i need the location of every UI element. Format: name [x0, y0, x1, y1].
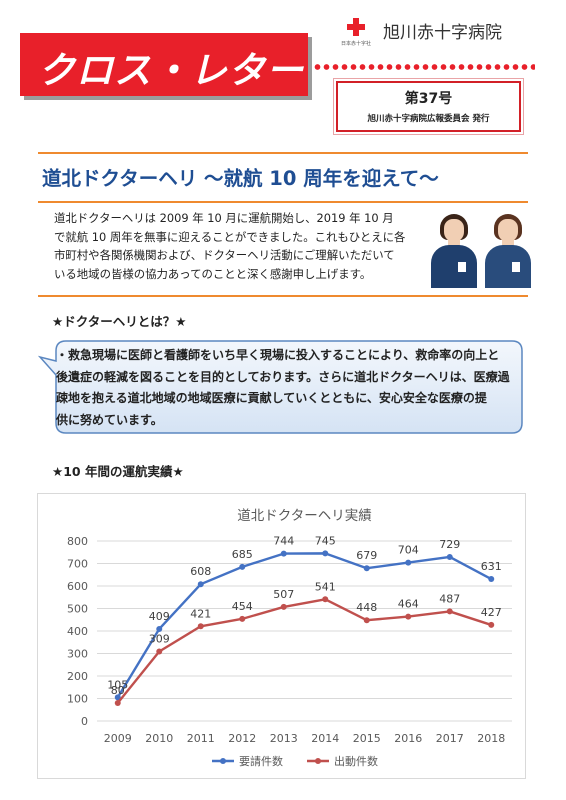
data-label: 745: [315, 534, 336, 547]
section-title-results: ★10 年間の運航実績★: [52, 464, 184, 479]
legend-label: 出動件数: [334, 754, 378, 768]
data-point: [280, 603, 287, 610]
data-label: 685: [232, 548, 253, 561]
intro-line: 市町村や各関係機関および、ドクターヘリ活動にご理解いただいて: [54, 248, 395, 262]
x-tick-label: 2017: [436, 732, 464, 745]
data-point: [280, 550, 287, 557]
headline-rule-top: [38, 152, 528, 154]
legend-marker: [315, 758, 321, 764]
series-line: [116, 598, 492, 704]
speech-bubble: [38, 340, 523, 434]
data-point: [239, 615, 246, 622]
data-point: [363, 617, 370, 624]
data-label: 541: [315, 580, 336, 593]
data-point: [405, 559, 412, 566]
y-tick-label: 800: [67, 535, 88, 548]
y-tick-label: 400: [67, 625, 88, 638]
data-label: 454: [232, 600, 253, 613]
chart-title: 道北ドクターヘリ実績: [237, 508, 371, 524]
legend-marker: [220, 758, 226, 764]
red-cross-logo-icon: 日本赤十字社: [336, 18, 376, 52]
data-point: [322, 596, 329, 603]
data-label: 448: [356, 601, 377, 614]
data-point: [488, 621, 495, 628]
section1-line: 供に努めています。: [56, 412, 163, 427]
y-tick-label: 700: [67, 558, 88, 571]
data-label: 608: [190, 565, 211, 578]
intro-rule: [38, 295, 528, 297]
legend-label: 要請件数: [239, 754, 283, 768]
y-tick-label: 0: [81, 715, 88, 728]
dotted-divider: [313, 63, 535, 71]
data-label: 105: [107, 678, 128, 691]
intro-line: で就航 10 周年を無事に迎えることができました。これもひとえに各: [54, 229, 406, 244]
data-point: [363, 565, 370, 572]
data-point: [239, 563, 246, 570]
flight-results-chart: 道北ドクターヘリ実績 0 100 200 300 400 500 600 700 800 2009 2…: [67, 508, 512, 768]
data-point: [446, 553, 453, 560]
headline-rule-bottom: [38, 201, 528, 203]
nurse-illustration-icon: [484, 212, 532, 288]
data-label: 744: [273, 535, 294, 548]
y-tick-label: 300: [67, 648, 88, 661]
data-label: 464: [398, 598, 419, 611]
data-label: 704: [398, 544, 419, 557]
intro-paragraph: 道北ドクターヘリは 2009 年 10 月に運航開始し、2019 年 10 月 …: [54, 209, 414, 283]
x-tick-label: 2015: [353, 732, 381, 745]
data-point: [197, 581, 204, 588]
logo-caption: 日本赤十字社: [340, 41, 371, 47]
section1-line: ・救急現場に医師と看護師をいち早く現場に投入することにより、救命率の向上と: [56, 348, 500, 362]
section-title-what-is: ★ドクターヘリとは？★: [52, 314, 187, 329]
data-label: 427: [481, 606, 502, 619]
issue-number: 第37号: [404, 91, 453, 107]
x-tick-label: 2009: [104, 732, 132, 745]
data-point: [446, 608, 453, 615]
data-point: [156, 625, 163, 632]
data-point: [156, 648, 163, 655]
masthead-banner: [20, 33, 308, 96]
data-point: [114, 700, 121, 706]
x-tick-label: 2016: [394, 732, 422, 745]
data-label: 409: [149, 610, 170, 623]
section1-text: ・救急現場に医師と看護師をいち早く現場に投入することにより、救命率の向上と 後遺…: [56, 345, 518, 431]
section1-line: 後遺症の軽減を図ることを目的としております。さらに道北ドクターヘリは、医療過: [56, 369, 510, 384]
data-label: 309: [149, 632, 170, 645]
data-label: 631: [481, 560, 502, 573]
x-tick-label: 2011: [187, 732, 215, 745]
data-label: 507: [273, 588, 294, 601]
data-label: 421: [190, 607, 211, 620]
x-tick-label: 2010: [145, 732, 173, 745]
x-tick-label: 2018: [477, 732, 505, 745]
intro-line: 道北ドクターヘリは 2009 年 10 月に運航開始し、2019 年 10 月: [54, 211, 394, 225]
issue-box: 第37号 旭川赤十字病院広報委員会 発行: [333, 78, 524, 135]
data-point: [405, 613, 412, 620]
section1-line: 疎地を抱える道北地域の地域医療に貢献していくとともに、安心安全な医療の提: [56, 391, 487, 405]
y-tick-label: 600: [67, 580, 88, 593]
x-tick-label: 2012: [228, 732, 256, 745]
y-tick-label: 100: [67, 693, 88, 706]
data-point: [322, 550, 329, 557]
data-point: [197, 623, 204, 630]
nurse-illustration-icon: [430, 212, 478, 288]
data-label: 679: [356, 549, 377, 562]
publisher: 旭川赤十字病院広報委員会 発行: [367, 114, 490, 124]
intro-line: いる地域の皆様の協力あってのことと深く感謝申し上げます。: [54, 266, 372, 281]
x-tick-label: 2014: [311, 732, 339, 745]
data-point: [114, 694, 121, 701]
series-line: [116, 552, 492, 698]
y-tick-label: 200: [67, 670, 88, 683]
hospital-name: 旭川赤十字病院: [383, 23, 502, 43]
x-tick-label: 2013: [270, 732, 298, 745]
y-tick-label: 500: [67, 603, 88, 616]
data-label: 487: [439, 592, 460, 605]
data-point: [488, 576, 495, 583]
data-label: 80: [111, 684, 125, 697]
newsletter-title: クロス・レター: [38, 49, 304, 92]
article-headline: 道北ドクターヘリ ～就航 10 周年を迎えて～: [42, 167, 439, 190]
data-label: 729: [439, 538, 460, 551]
